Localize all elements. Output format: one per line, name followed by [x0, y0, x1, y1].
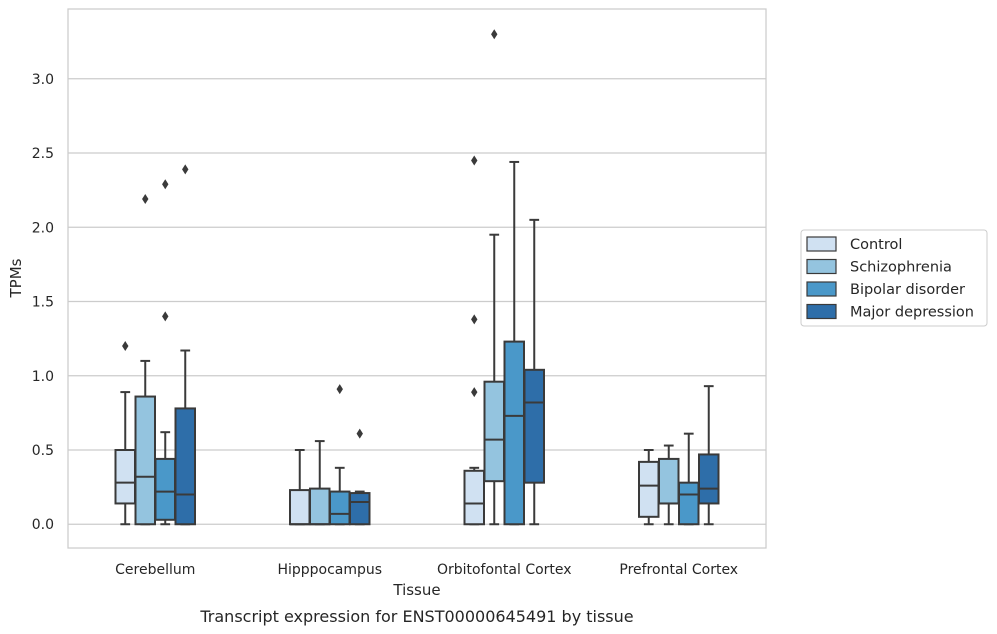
- box: [174, 407, 196, 526]
- box: [638, 460, 660, 518]
- legend-label: Schizophrenia: [850, 260, 952, 276]
- outlier-point: [471, 155, 478, 166]
- outlier-point: [142, 194, 149, 205]
- box: [658, 457, 680, 505]
- y-axis-ticks: 0.0 0.5 1.0 1.5 2.0 2.5 3.0: [32, 72, 54, 533]
- y-tick-label: 3.0: [32, 72, 54, 88]
- outlier-point: [162, 311, 169, 322]
- outlier-point: [471, 314, 478, 325]
- box-group: [698, 385, 720, 526]
- chart-caption: Transcript expression for ENST0000064549…: [199, 607, 633, 626]
- plot-frame: [67, 8, 767, 549]
- y-tick-label: 1.5: [32, 295, 54, 311]
- box-group: [174, 164, 196, 526]
- box-group: [329, 384, 351, 526]
- box: [678, 481, 700, 526]
- x-tick-label: Hipppocampus: [277, 562, 382, 578]
- legend-label: Bipolar disorder: [850, 282, 965, 298]
- x-tick-label: Orbitofontal Cortex: [437, 562, 572, 578]
- box: [134, 395, 156, 526]
- outlier-point: [182, 164, 189, 175]
- box: [329, 490, 351, 526]
- legend-swatch: [806, 236, 837, 252]
- box: [483, 380, 505, 483]
- legend-swatch: [806, 281, 837, 297]
- box: [523, 368, 545, 484]
- legend-label: Major depression: [850, 305, 974, 321]
- box-series: [114, 29, 720, 526]
- y-tick-label: 2.0: [32, 220, 54, 236]
- box-group: [638, 449, 660, 526]
- outlier-point: [491, 29, 498, 40]
- box-group: [483, 29, 505, 526]
- x-tick-label: Cerebellum: [115, 562, 195, 578]
- y-tick-label: 0.0: [32, 517, 54, 533]
- outlier-point: [471, 387, 478, 398]
- box: [698, 453, 720, 505]
- legend-swatch: [806, 258, 837, 275]
- legend-label: Control: [850, 237, 902, 253]
- legend: Control Schizophrenia Bipolar disorder Majo…: [800, 229, 988, 327]
- outlier-point: [122, 341, 129, 352]
- box-group: [349, 428, 371, 526]
- x-axis-ticks: Cerebellum Hipppocampus Orbitofontal Corte…: [115, 562, 738, 578]
- y-tick-label: 1.0: [32, 369, 54, 385]
- box: [463, 469, 485, 526]
- outlier-point: [356, 428, 363, 439]
- box-group: [658, 444, 680, 526]
- y-axis-title: TPMs: [7, 258, 25, 298]
- legend-frame: [800, 229, 988, 327]
- box: [349, 492, 371, 526]
- x-axis-title: Tissue: [392, 581, 440, 599]
- box: [154, 457, 176, 521]
- x-tick-label: Prefrontal Cortex: [619, 562, 738, 578]
- outlier-point: [336, 384, 343, 395]
- y-tick-label: 2.5: [32, 146, 54, 162]
- outlier-point: [162, 179, 169, 190]
- box: [289, 489, 311, 526]
- box: [503, 340, 525, 526]
- box-group: [114, 341, 136, 526]
- legend-swatch: [806, 303, 837, 320]
- box: [114, 449, 136, 505]
- box-group: [463, 155, 485, 526]
- box-group: [309, 440, 331, 526]
- y-tick-label: 0.5: [32, 443, 54, 459]
- box-group: [289, 449, 311, 526]
- box: [309, 487, 331, 526]
- box-group: [523, 218, 545, 526]
